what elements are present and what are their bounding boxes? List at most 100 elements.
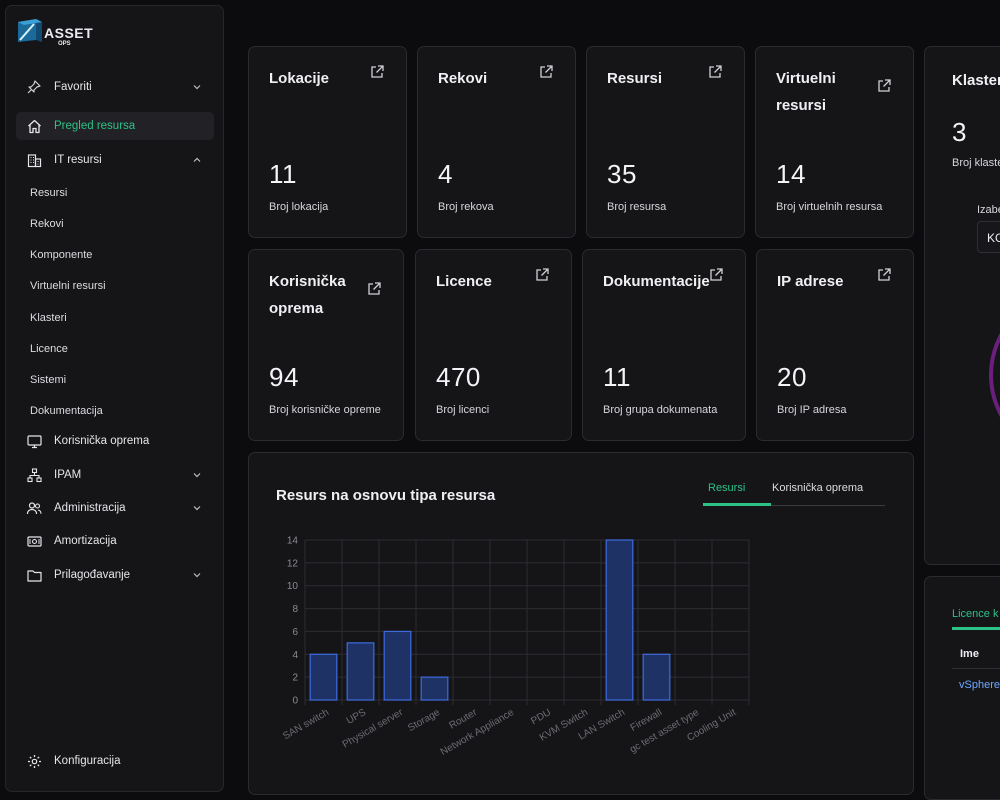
license-row-link[interactable]: vSphere [959,679,1000,691]
nav-sub-virtual-resources[interactable]: Virtuelni resursi [30,280,106,292]
logo-text: ASSET [44,25,94,41]
gear-icon [25,752,43,770]
card-title: Licence [436,273,492,290]
chevron-down-icon [193,573,201,578]
nav-ipam[interactable]: IPAM [16,461,214,489]
y-tick-label: 4 [292,650,298,661]
card-value: 470 [436,362,481,392]
cluster-select-label: Izabe [977,204,1000,216]
nav-sub-resources[interactable]: Resursi [30,187,68,199]
card-title: Dokumentacije [603,273,710,290]
y-tick-label: 2 [292,673,298,684]
card-licenses[interactable]: Licence 470 Broj licenci [415,249,572,441]
chart-title: Resurs na osnovu tipa resursa [276,487,496,504]
nav-configuration[interactable]: Konfiguracija [16,747,214,775]
card-subtitle: Broj korisničke opreme [269,404,381,416]
external-link-icon[interactable] [708,65,722,79]
nav-overview-label: Pregled resursa [54,120,136,132]
tab-resources[interactable]: Resursi [708,482,746,494]
chevron-down-icon [193,85,201,90]
nav-amortization[interactable]: Amortizacija [16,527,214,555]
external-link-icon[interactable] [367,282,381,296]
nav-configuration-label: Konfiguracija [54,755,121,767]
nav-favorites[interactable]: Favoriti [16,73,214,101]
logo-cube-icon [18,19,42,42]
card-user-equipment[interactable]: Korisnička oprema 94 Broj korisničke opr… [248,249,404,441]
card-subtitle: Broj resursa [607,201,667,213]
pin-icon [25,78,43,96]
app-logo[interactable]: ASSET OPS [16,16,96,52]
card-documentation[interactable]: Dokumentacije 11 Broj grupa dokumenata [582,249,746,441]
cluster-donut-chart [989,332,1000,418]
bar[interactable] [309,653,338,701]
card-virtual-resources[interactable]: Virtuelni resursi 14 Broj virtuelnih res… [755,46,914,238]
card-subtitle: Broj grupa dokumenata [603,404,718,416]
chevron-down-icon [193,473,201,478]
card-subtitle: Broj licenci [436,404,490,416]
external-link-icon[interactable] [535,268,549,282]
users-icon [25,499,43,517]
y-tick-label: 12 [287,558,299,569]
tab-user-equipment[interactable]: Korisnička oprema [772,482,864,494]
external-link-icon[interactable] [877,268,891,282]
nav-favorites-label: Favoriti [54,81,92,93]
external-link-icon[interactable] [709,268,723,282]
nav-sub-documentation[interactable]: Dokumentacija [30,405,103,417]
card-value: 14 [776,159,806,189]
nav-ipam-label: IPAM [54,469,82,481]
x-tick-label: SAN switch [281,707,331,742]
card-value: 35 [607,159,637,189]
nav-user-equipment[interactable]: Korisnička oprema [16,427,214,455]
y-tick-label: 0 [292,696,298,707]
bar[interactable] [605,539,634,701]
nav-amortization-label: Amortizacija [54,535,117,547]
nav-sub-licenses[interactable]: Licence [30,343,68,355]
card-value: 11 [603,362,631,392]
card-value: 11 [269,159,297,189]
folder-icon [25,566,43,584]
clusters-subtitle: Broj klaste [952,157,1000,169]
bar[interactable] [642,653,671,701]
card-locations[interactable]: Lokacije 11 Broj lokacija [248,46,407,238]
nav-sub-racks[interactable]: Rekovi [30,218,64,230]
bar[interactable] [346,642,375,701]
bar[interactable] [383,630,412,701]
card-racks[interactable]: Rekovi 4 Broj rekova [417,46,576,238]
external-link-icon[interactable] [877,79,891,93]
home-icon [25,117,43,135]
chart-tabs: Resursi Korisnička oprema [703,478,885,506]
nav-it-resources-label: IT resursi [54,154,102,166]
card-value: 94 [269,362,299,392]
licenses-tab[interactable]: Licence k [952,608,999,620]
card-ip-addresses[interactable]: IP adrese 20 Broj IP adresa [756,249,914,441]
card-resources[interactable]: Resursi 35 Broj resursa [586,46,745,238]
money-icon [25,532,43,550]
external-link-icon[interactable] [539,65,553,79]
card-subtitle: Broj lokacija [269,201,329,213]
licenses-table-header: Ime [952,635,1000,669]
sidebar: ASSET OPS Favoriti Pregled resursa IT re… [5,5,224,792]
nav-sub-systems[interactable]: Sistemi [30,374,67,386]
nav-it-resources[interactable]: IT resursi [16,146,214,174]
card-value: 4 [438,159,453,189]
column-name-header: Ime [960,648,979,660]
nav-sub-components[interactable]: Komponente [30,249,93,261]
card-subtitle: Broj IP adresa [777,404,847,416]
nav-administration[interactable]: Administracija [16,494,214,522]
logo-subtext: OPS [58,41,71,47]
nav-administration-label: Administracija [54,502,126,514]
card-subtitle: Broj virtuelnih resursa [776,201,883,213]
external-link-icon[interactable] [370,65,384,79]
card-title: Resursi [607,70,663,87]
nav-customization[interactable]: Prilagođavanje [16,561,214,589]
cluster-select[interactable]: KG [977,221,1000,253]
nav-sub-clusters[interactable]: Klasteri [30,312,67,324]
nav-overview[interactable]: Pregled resursa [16,112,214,140]
bar[interactable] [420,676,449,701]
resource-type-chart-card: Resurs na osnovu tipa resursa Resursi Ko… [248,452,914,795]
licenses-tab-indicator [952,627,1000,630]
y-tick-label: 6 [292,627,298,638]
clusters-value: 3 [952,117,967,147]
card-title: Lokacije [269,70,330,87]
